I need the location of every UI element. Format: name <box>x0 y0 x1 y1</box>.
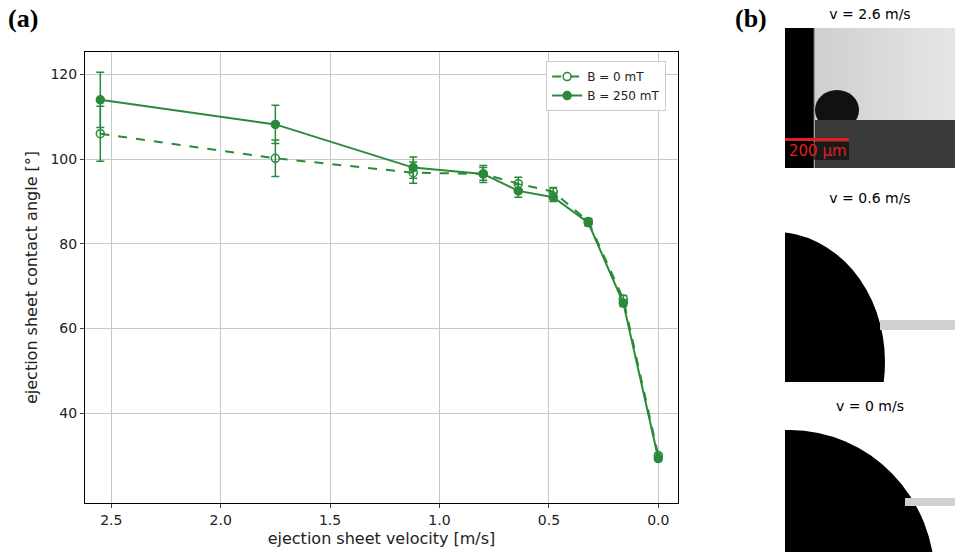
svg-text:100: 100 <box>50 151 77 167</box>
html-text:(b): (b) <box>735 4 767 33</box>
svg-text:ejection sheet velocity [m/s]: ejection sheet velocity [m/s] <box>268 529 496 548</box>
svg-text:B = 0 mT: B = 0 mT <box>587 70 644 84</box>
html-text:200 µm: 200 µm <box>789 142 847 160</box>
svg-text:80: 80 <box>59 236 77 252</box>
html-text:v = 2.6 m/s: v = 2.6 m/s <box>829 6 911 22</box>
svg-text:2.5: 2.5 <box>100 512 122 528</box>
svg-text:1.5: 1.5 <box>319 512 341 528</box>
svg-text:40: 40 <box>59 405 77 421</box>
svg-text:ejection sheet contact angle [: ejection sheet contact angle [°] <box>22 151 41 404</box>
svg-text:0.0: 0.0 <box>647 512 669 528</box>
svg-text:B = 250 mT: B = 250 mT <box>587 89 659 103</box>
svg-text:1.0: 1.0 <box>428 512 450 528</box>
svg-text:2.0: 2.0 <box>210 512 232 528</box>
svg-text:60: 60 <box>59 320 77 336</box>
html-text:v = 0.6 m/s: v = 0.6 m/s <box>829 190 911 206</box>
html-text:v = 0 m/s: v = 0 m/s <box>836 398 904 414</box>
svg-text:120: 120 <box>50 66 77 82</box>
svg-text:0.5: 0.5 <box>538 512 560 528</box>
html-text:(a): (a) <box>8 4 39 33</box>
